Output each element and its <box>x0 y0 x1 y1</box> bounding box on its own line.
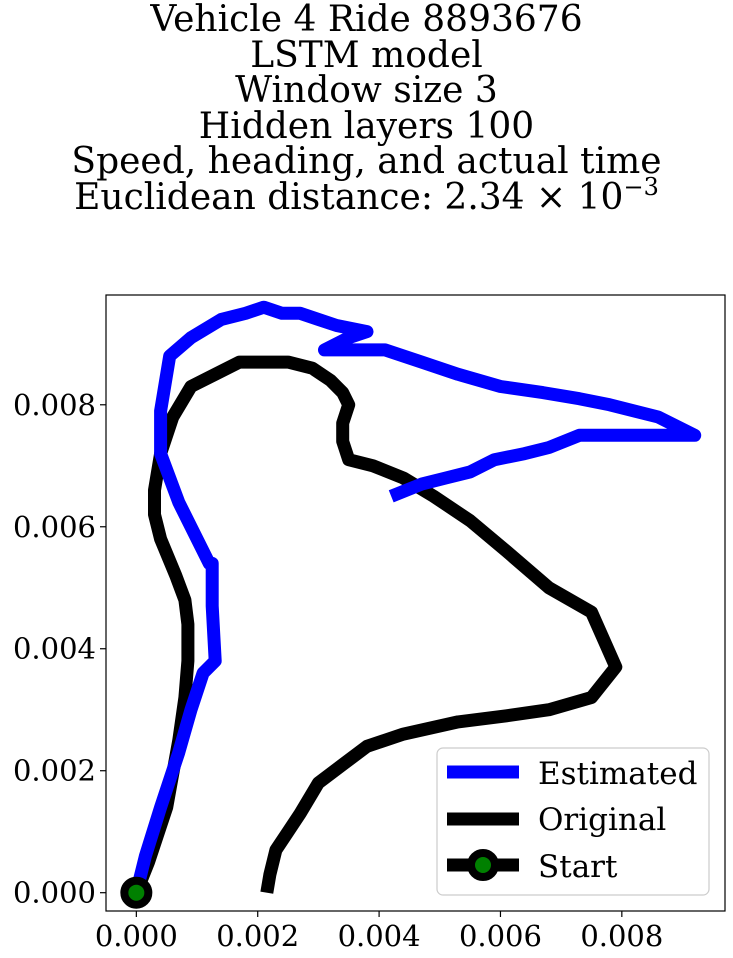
marker-layer <box>120 876 153 909</box>
title-line-model: LSTM model <box>250 34 483 76</box>
chart-title: Vehicle 4 Ride 8893676 LSTM model Window… <box>0 2 733 215</box>
series-layer <box>129 300 702 896</box>
y-tick-label: 0.004 <box>13 632 96 666</box>
distance-text: Euclidean distance: 2.34 × 10 <box>74 176 624 218</box>
y-tick-label: 0.000 <box>13 876 96 910</box>
legend-swatch-start-marker <box>467 849 499 881</box>
distance-exponent: −3 <box>623 172 659 201</box>
x-tick-label: 0.006 <box>459 919 542 953</box>
legend-label-original: Original <box>538 802 666 838</box>
y-tick-label: 0.006 <box>13 510 96 544</box>
series-line-estimated <box>129 300 702 895</box>
x-tick-label: 0.000 <box>95 919 178 953</box>
legend-label-start: Start <box>538 849 618 885</box>
title-line-distance: Euclidean distance: 2.34 × 10−3 <box>0 175 733 218</box>
legend-label-estimated: Estimated <box>538 756 697 792</box>
title-line-features: Speed, heading, and actual time <box>71 141 662 182</box>
legend: Estimated Original Start <box>436 747 710 896</box>
title-line-window: Window size 3 <box>235 70 498 111</box>
series-line-original <box>130 355 623 896</box>
y-axis: 0.000 0.002 0.004 0.006 0.008 <box>13 388 106 910</box>
plot-frame <box>105 294 726 912</box>
x-axis: 0.000 0.002 0.004 0.006 0.008 <box>95 911 663 953</box>
title-line-hidden-layers: Hidden layers 100 <box>198 105 535 147</box>
x-tick-label: 0.002 <box>216 919 299 953</box>
x-tick-label: 0.008 <box>580 919 663 953</box>
start-marker <box>120 876 153 909</box>
x-tick-label: 0.004 <box>338 919 421 953</box>
y-tick-label: 0.002 <box>13 754 96 788</box>
title-line-vehicle: Vehicle 4 Ride 8893676 <box>150 0 583 40</box>
legend-box <box>436 747 710 896</box>
y-tick-label: 0.008 <box>13 388 96 422</box>
